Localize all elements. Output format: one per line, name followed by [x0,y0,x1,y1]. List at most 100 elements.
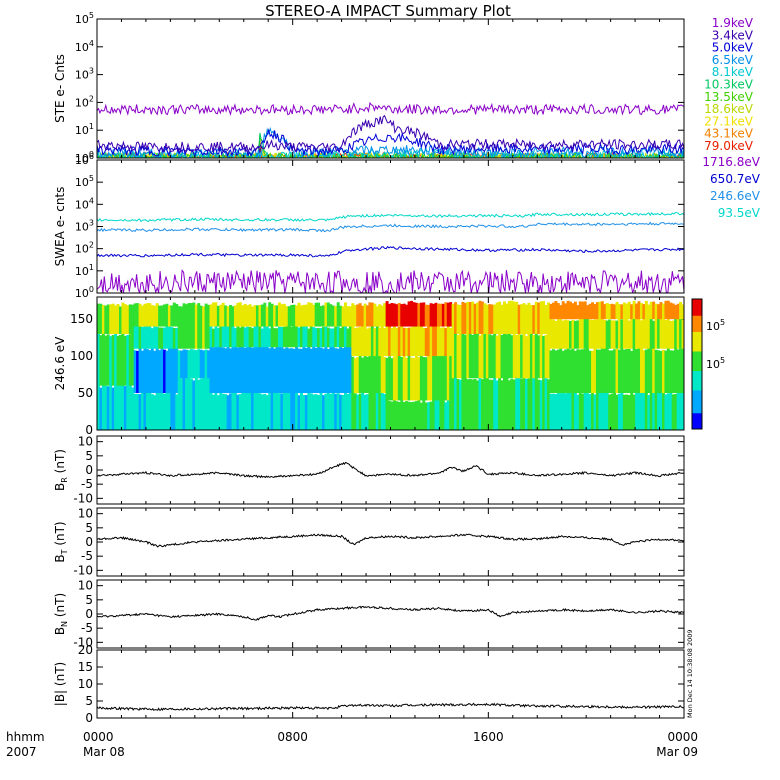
y-tick-label: 100 [75,150,94,165]
heatmap-cell [539,334,543,379]
heatmap-cell [143,392,147,430]
heatmap-cell [202,376,206,430]
heatmap-cell [419,326,423,357]
heatmap-cell [370,391,374,430]
heatmap-cell [412,357,416,401]
heatmap-cell [99,303,103,334]
heatmap-cell [243,347,247,394]
heatmap-cell [175,348,179,394]
y-axis-label: STE e- Cnts [53,54,67,123]
colorbar-step [692,318,702,323]
colorbar-step [692,338,702,342]
heatmap-cell [674,393,678,430]
heatmap-cell [559,393,563,430]
heatmap-cell [441,400,445,430]
heatmap-cell [617,349,621,394]
heatmap-cell [150,394,154,430]
heatmap-cell [246,326,250,348]
heatmap-cell [456,304,460,334]
y-axis-label: BN (nT) [53,593,69,635]
heatmap-cell [165,392,169,430]
y-axis-label: BR (nT) [53,449,69,491]
heatmap-cell [229,325,233,348]
heatmap-cell [145,349,149,394]
heatmap-cell [172,348,176,394]
heatmap-cell [336,326,340,348]
heatmap-cell [581,349,585,394]
heatmap-cell [525,304,528,334]
heatmap-cell [348,347,352,394]
heatmap-cell [185,304,188,349]
heatmap-cell [395,304,399,327]
heatmap-cell [221,326,225,348]
heatmap-cell [581,301,585,320]
heatmap-cell [366,394,369,430]
y-tick-label: 100 [75,285,94,300]
heatmap-cell [170,392,174,430]
heatmap-cell [224,326,228,348]
heatmap-cell [620,304,624,320]
heatmap-cell [170,305,174,327]
heatmap-cell [441,327,445,357]
heatmap-cell [507,332,511,379]
heatmap-cell [356,327,360,357]
heatmap-cell [339,328,343,348]
heatmap-cell [251,391,255,430]
heatmap-cell [275,305,279,327]
series-line [97,128,684,158]
heatmap-cell [483,303,487,334]
heatmap-cell [613,391,617,430]
heatmap-cell [515,376,519,430]
heatmap-cell [427,325,431,357]
heatmap-cell [432,326,436,357]
heatmap-cell [348,306,352,327]
heatmap-cell [358,303,362,327]
heatmap-cell [297,302,301,327]
heatmap-cell [490,335,494,379]
heatmap-cell [319,347,323,394]
heatmap-cell [480,379,484,430]
heatmap-cell [302,325,306,348]
heatmap-cell [674,317,678,349]
heatmap-cell [375,390,379,430]
heatmap-cell [334,306,338,327]
heatmap-cell [515,334,519,379]
heatmap-cell [175,327,179,349]
heatmap-cell [221,302,225,327]
heatmap-cell [561,301,565,320]
heatmap-cell [268,302,272,327]
heatmap-cell [373,328,377,357]
heatmap-cell [236,324,240,348]
date-label: Mar 09 [656,745,698,759]
heatmap-cell [348,325,352,348]
heatmap-cell [363,303,367,327]
heatmap-cell [238,302,242,327]
heatmap-cell [238,394,242,430]
heatmap-cell [669,320,673,349]
y-tick-label: 10 [78,435,93,449]
heatmap-cell [559,305,563,320]
swea-legend: 1716.8eV 650.7eV 246.6eV 93.5eV [702,155,760,220]
heatmap-cell [449,328,453,357]
heatmap-cell [657,392,661,430]
heatmap-cell [659,350,663,394]
heatmap-cell [209,304,213,327]
heatmap-cell [625,303,629,320]
panel-frame [96,579,685,649]
heatmap-cell [598,349,602,394]
heatmap-cell [637,301,641,320]
heatmap-cell [263,393,267,430]
heatmap-cell [605,348,609,394]
heatmap-cell [216,327,220,348]
heatmap-cell [304,304,308,327]
heatmap-cell [319,306,323,327]
heatmap-cell [214,302,218,327]
heatmap-cell [282,391,286,430]
heatmap-cell [202,350,206,379]
heatmap-cell [490,304,494,334]
heatmap-cell [251,347,255,394]
heatmap-cell [287,391,291,430]
heatmap-cell [153,325,157,349]
heatmap-cell [451,332,455,379]
heatmap-cell [126,383,130,430]
